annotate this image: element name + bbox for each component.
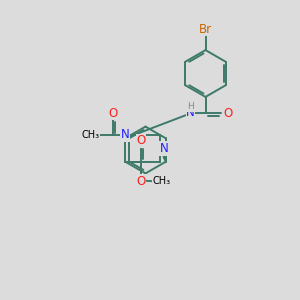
Text: CH₃: CH₃ [152, 176, 170, 186]
Text: CH₃: CH₃ [82, 130, 100, 140]
Text: N: N [186, 106, 195, 119]
Text: N: N [160, 142, 169, 155]
Text: N: N [121, 128, 129, 142]
Text: O: O [223, 107, 232, 120]
Text: H: H [187, 102, 194, 111]
Text: O: O [136, 175, 146, 188]
Text: Br: Br [199, 23, 212, 36]
Text: O: O [136, 134, 146, 147]
Text: O: O [109, 107, 118, 120]
